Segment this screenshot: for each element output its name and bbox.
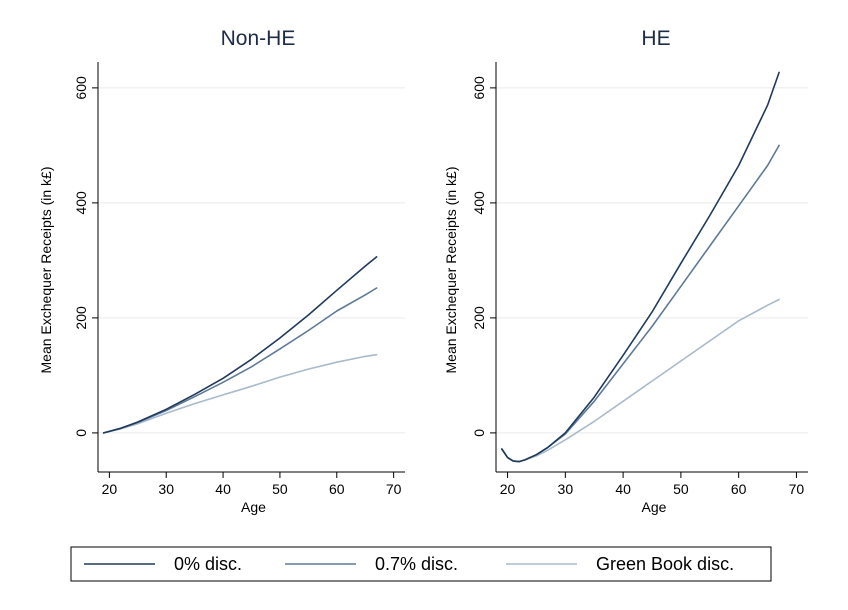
x-tick-label: 20 (500, 481, 516, 497)
x-axis-title: Age (642, 499, 667, 515)
legend-label: 0.7% disc. (375, 554, 458, 574)
x-tick-label: 30 (158, 481, 174, 497)
x-tick-label: 50 (673, 481, 689, 497)
series-line-0-disc- (102, 256, 378, 434)
y-tick-label: 200 (471, 306, 487, 330)
series-line-green-book-disc- (102, 353, 378, 434)
x-axis-title: Age (241, 499, 266, 515)
x-tick-label: 70 (789, 481, 805, 497)
y-tick-label: 200 (73, 306, 89, 330)
x-tick-label: 40 (615, 481, 631, 497)
series-line-green-book-disc- (500, 298, 780, 463)
x-tick-label: 40 (215, 481, 231, 497)
y-tick-label: 400 (73, 191, 89, 215)
y-tick-label: 0 (73, 429, 89, 437)
legend: 0% disc. 0.7% disc. Green Book disc. (70, 546, 772, 582)
x-tick-label: 60 (329, 481, 345, 497)
x-tick-label: 30 (558, 481, 574, 497)
legend-box (70, 546, 772, 582)
series-line-0-7-disc- (500, 144, 780, 463)
panel-he: HE 0 200 400 600 20 30 40 50 60 70 Age Mean Excheque… (443, 27, 808, 515)
y-axis-title: Mean Exchequer Receipts (in k£) (443, 167, 459, 374)
legend-label: Green Book disc. (596, 554, 734, 574)
series-line-0-disc- (500, 71, 780, 463)
x-tick-label: 60 (731, 481, 747, 497)
y-tick-label: 400 (471, 191, 487, 215)
panel-non-he: Non-HE 0 200 400 600 20 30 40 50 60 70 Age Mean Exch… (38, 27, 405, 515)
series-line-0-7-disc- (102, 287, 378, 434)
y-tick-label: 600 (73, 76, 89, 100)
panel-title: HE (641, 27, 670, 50)
panel-title: Non-HE (221, 27, 296, 50)
x-tick-label: 50 (272, 481, 288, 497)
x-tick-label: 20 (102, 481, 118, 497)
y-tick-label: 0 (471, 429, 487, 437)
x-tick-label: 70 (386, 481, 402, 497)
y-tick-label: 600 (471, 76, 487, 100)
y-axis-title: Mean Exchequer Receipts (in k£) (38, 167, 54, 374)
legend-label: 0% disc. (174, 554, 242, 574)
